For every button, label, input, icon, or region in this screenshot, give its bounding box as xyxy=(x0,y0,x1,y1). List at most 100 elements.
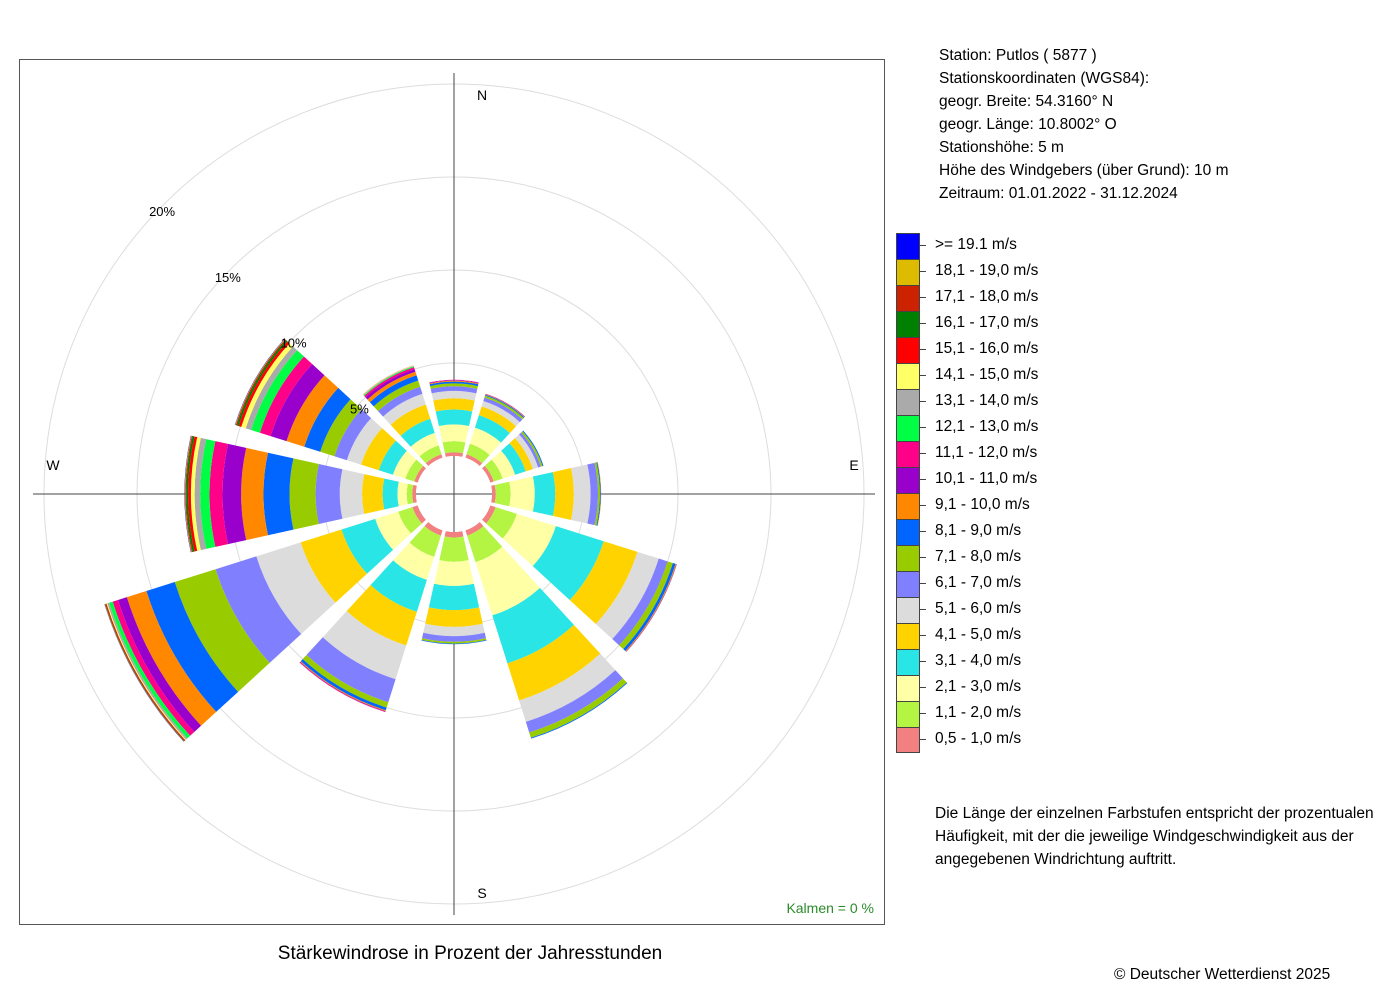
legend-tick xyxy=(920,271,926,272)
rose-segment xyxy=(502,513,556,567)
rose-segment xyxy=(392,450,417,479)
rose-segment xyxy=(370,560,427,612)
legend-label: 8,1 - 9,0 m/s xyxy=(935,522,1022,539)
rose-segment xyxy=(419,445,442,464)
direction-label: N xyxy=(477,87,487,103)
legend-swatch xyxy=(896,649,920,675)
rose-segment xyxy=(304,387,351,452)
rose-segment xyxy=(433,398,475,412)
rose-segment xyxy=(373,380,421,412)
legend-swatch xyxy=(896,701,920,727)
note-line-3: angegebenen Windrichtung auftritt. xyxy=(935,851,1177,868)
rose-segment xyxy=(215,556,302,663)
rose-segment xyxy=(300,529,368,603)
legend-swatch xyxy=(896,389,920,415)
legend-swatch xyxy=(896,415,920,441)
legend-label: 6,1 - 7,0 m/s xyxy=(935,574,1022,591)
station-info: Station: Putlos ( 5877 ) Stationskoordin… xyxy=(939,44,1228,205)
rose-segment xyxy=(300,659,387,711)
rose-segment xyxy=(444,531,464,538)
rose-segment xyxy=(596,462,601,526)
rose-segment xyxy=(466,443,490,464)
rose-segment xyxy=(174,569,270,692)
rose-segment xyxy=(421,640,487,645)
ring-label: 15% xyxy=(215,270,241,285)
rose-segment xyxy=(474,415,510,443)
rose-segment xyxy=(425,454,443,466)
legend-tick xyxy=(920,687,926,688)
legend-tick xyxy=(920,297,926,298)
legend-swatch xyxy=(896,259,920,285)
legend-label: 3,1 - 4,0 m/s xyxy=(935,652,1022,669)
rose-segment xyxy=(200,439,216,549)
rose-segment xyxy=(429,379,479,383)
station-coords-heading: Stationskoordinaten (WGS84): xyxy=(939,70,1150,87)
legend-tick xyxy=(920,505,926,506)
rose-segment xyxy=(483,397,523,423)
rose-segment xyxy=(194,437,207,551)
rose-segment xyxy=(429,380,479,385)
legend-tick xyxy=(920,375,926,376)
station-longitude: geogr. Länge: 10.8002° O xyxy=(939,116,1117,133)
legend-swatch xyxy=(896,233,920,259)
rose-segment xyxy=(444,452,464,457)
rose-segment xyxy=(423,623,485,637)
calm-text: Kalmen = 0 % xyxy=(786,900,874,916)
rose-segment xyxy=(117,597,202,733)
rose-segment xyxy=(322,611,407,680)
rose-segment xyxy=(484,459,503,482)
rose-segment xyxy=(514,434,539,470)
rose-segment xyxy=(595,551,659,640)
rose-segment xyxy=(422,632,486,642)
legend-tick xyxy=(920,583,926,584)
rose-segment xyxy=(439,536,469,562)
wind-rose-svg: 5% 10% 15% 20% N E S W Kalmen = 0 % xyxy=(33,73,875,916)
rose-segment xyxy=(492,587,574,664)
rose-segment xyxy=(346,585,417,646)
legend-tick xyxy=(920,531,926,532)
legend-swatch xyxy=(896,363,920,389)
rose-segment xyxy=(482,505,496,524)
rose-segment xyxy=(465,522,484,536)
rose-segment xyxy=(501,443,526,475)
rose-segment xyxy=(222,443,247,545)
legend-swatch xyxy=(896,493,920,519)
direction-label: S xyxy=(477,885,486,901)
legend-swatch xyxy=(896,623,920,649)
rose-segment xyxy=(597,462,602,526)
rose-segment xyxy=(362,474,385,514)
legend-label: >= 19.1 m/s xyxy=(935,236,1017,253)
legend-tick xyxy=(920,739,926,740)
rose-segment xyxy=(382,478,399,510)
rose-segment xyxy=(339,469,365,519)
rose-segment xyxy=(619,561,673,650)
rose-segment xyxy=(251,350,304,433)
legend-swatch xyxy=(896,285,920,311)
ring-label: 10% xyxy=(281,336,307,351)
legend-label: 17,1 - 18,0 m/s xyxy=(935,288,1039,305)
legend-swatch xyxy=(896,519,920,545)
rose-segment xyxy=(367,371,417,403)
rose-segment xyxy=(238,341,290,427)
legend-label: 10,1 - 11,0 m/s xyxy=(935,470,1038,487)
rose-segment xyxy=(442,441,466,454)
rose-segment xyxy=(509,438,533,472)
rose-segment xyxy=(245,346,298,430)
anemometer-height: Höhe des Windgebers (über Grund): 10 m xyxy=(939,162,1229,179)
rose-segment xyxy=(431,390,477,401)
rose-segment xyxy=(521,431,543,467)
legend-tick xyxy=(920,349,926,350)
rose-segment xyxy=(532,526,604,601)
rose-segment xyxy=(398,507,422,534)
rose-segment xyxy=(112,599,195,736)
rose-segment xyxy=(360,428,396,471)
legend-swatch xyxy=(896,467,920,493)
rose-segment xyxy=(429,380,479,384)
rose-segment xyxy=(412,484,417,504)
rose-segment xyxy=(509,476,535,512)
legend-label: 11,1 - 12,0 m/s xyxy=(935,444,1038,461)
legend-label: 5,1 - 6,0 m/s xyxy=(935,600,1022,617)
rose-segment xyxy=(369,375,419,407)
rose-segment xyxy=(306,637,396,703)
legend-swatch xyxy=(896,545,920,571)
